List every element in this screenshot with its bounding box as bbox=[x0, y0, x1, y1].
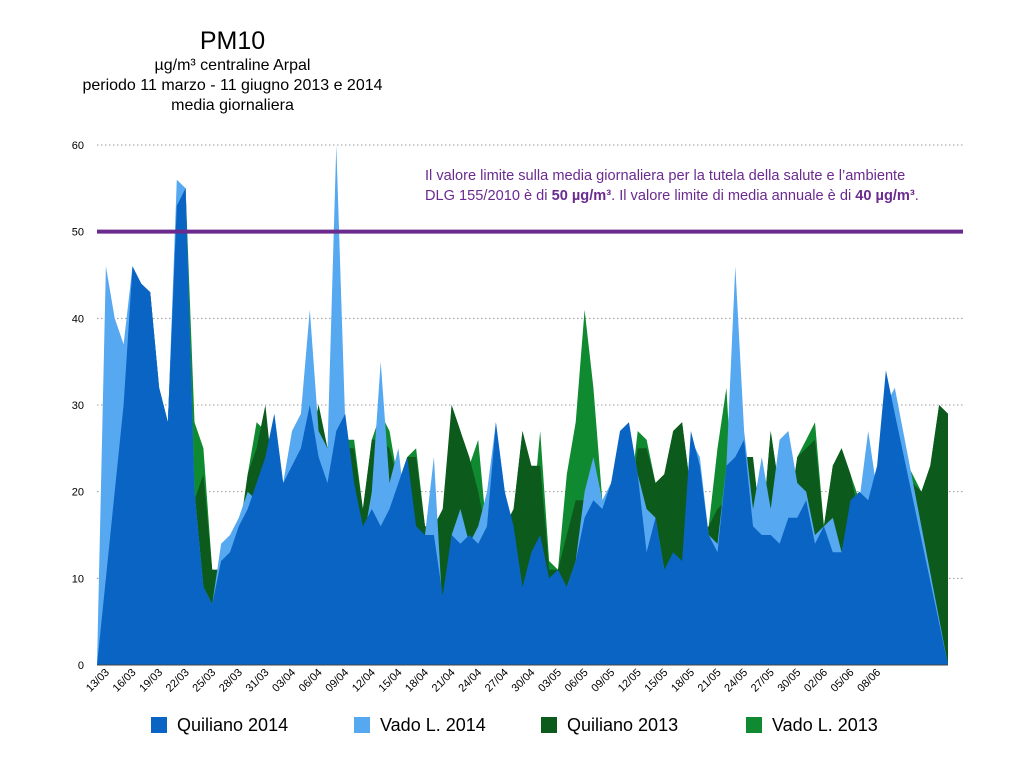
x-tick-label-02-06: 02/06 bbox=[802, 667, 830, 695]
x-tick-label-16-03: 16/03 bbox=[111, 667, 139, 695]
x-tick-label-27-04: 27/04 bbox=[483, 667, 511, 695]
y-tick-label-0: 0 bbox=[78, 660, 84, 672]
x-tick-label-24-05: 24/05 bbox=[722, 667, 750, 695]
legend-item-vado-2013: Vado L. 2013 bbox=[746, 712, 878, 738]
limit-note-daily-value: 50 µg/m³ bbox=[551, 188, 612, 204]
limit-note: Il valore limite sulla media giornaliera… bbox=[425, 166, 1015, 206]
y-tick-label-40: 40 bbox=[72, 313, 84, 325]
chart-title-block: PM10 µg/m³ centraline Arpal periodo 11 m… bbox=[40, 26, 425, 116]
x-tick-label-09-05: 09/05 bbox=[589, 667, 617, 695]
legend-item-vado-2014: Vado L. 2014 bbox=[354, 712, 486, 738]
x-tick-label-15-04: 15/04 bbox=[377, 667, 405, 695]
x-tick-label-31-03: 31/03 bbox=[244, 667, 272, 695]
legend-item-quiliano-2013: Quiliano 2013 bbox=[541, 712, 678, 738]
x-tick-label-25-03: 25/03 bbox=[190, 667, 218, 695]
x-tick-label-21-04: 21/04 bbox=[430, 667, 458, 695]
series-areas bbox=[97, 145, 948, 666]
limit-note-text-a: DLG 155/2010 è di bbox=[425, 188, 552, 204]
chart-subtitle-stat: media giornaliera bbox=[171, 97, 294, 114]
x-tick-label-22-03: 22/03 bbox=[164, 667, 192, 695]
y-tick-label-20: 20 bbox=[72, 487, 84, 499]
x-tick-label-13-03: 13/03 bbox=[84, 667, 112, 695]
legend-label-quiliano-2013: Quiliano 2013 bbox=[567, 714, 679, 735]
legend-label-quiliano-2014: Quiliano 2014 bbox=[177, 714, 289, 735]
y-tick-label-60: 60 bbox=[72, 140, 84, 152]
legend-swatch-quiliano-2013 bbox=[541, 717, 557, 733]
series-area-quiliano-2014 bbox=[97, 188, 948, 666]
chart-title: PM10 bbox=[199, 27, 266, 55]
limit-note-line1: Il valore limite sulla media giornaliera… bbox=[425, 168, 906, 184]
legend-swatch-quiliano-2014 bbox=[151, 717, 167, 733]
y-tick-label-30: 30 bbox=[72, 400, 84, 412]
legend-item-quiliano-2014: Quiliano 2014 bbox=[151, 712, 288, 738]
legend-swatch-vado-2014 bbox=[354, 717, 370, 733]
x-tick-label-03-04: 03/04 bbox=[270, 667, 298, 695]
x-tick-label-12-05: 12/05 bbox=[616, 667, 644, 695]
x-tick-label-12-04: 12/04 bbox=[350, 667, 378, 695]
x-tick-label-24-04: 24/04 bbox=[456, 667, 484, 695]
limit-note-line2: DLG 155/2010 è di 50 µg/m³. Il valore li… bbox=[425, 186, 1015, 206]
x-tick-label-06-05: 06/05 bbox=[563, 667, 591, 695]
x-tick-label-27-05: 27/05 bbox=[749, 667, 777, 695]
x-tick-label-18-05: 18/05 bbox=[669, 667, 697, 695]
limit-note-annual-value: 40 µg/m³ bbox=[855, 188, 915, 204]
x-tick-label-30-04: 30/04 bbox=[510, 667, 538, 695]
x-tick-label-18-04: 18/04 bbox=[403, 667, 431, 695]
legend-label-vado-2014: Vado L. 2014 bbox=[380, 714, 486, 735]
x-tick-labels: 13/0316/0319/0322/0325/0328/0331/0303/04… bbox=[84, 667, 883, 695]
chart-legend: Quiliano 2014 Vado L. 2014 Quiliano 2013… bbox=[143, 712, 1003, 738]
legend-label-vado-2013: Vado L. 2013 bbox=[772, 714, 878, 735]
x-tick-label-08-06: 08/06 bbox=[855, 667, 883, 695]
chart-subtitle-unit: µg/m³ centraline Arpal bbox=[154, 57, 311, 74]
y-tick-labels: 0 10 20 30 40 50 60 bbox=[72, 140, 84, 672]
x-tick-label-06-04: 06/04 bbox=[297, 667, 325, 695]
limit-note-text-e: . bbox=[914, 188, 919, 204]
x-tick-label-19-03: 19/03 bbox=[137, 667, 165, 695]
x-tick-label-05-06: 05/06 bbox=[829, 667, 857, 695]
x-tick-label-28-03: 28/03 bbox=[217, 667, 245, 695]
y-tick-label-50: 50 bbox=[72, 227, 84, 239]
x-tick-label-30-05: 30/05 bbox=[775, 667, 803, 695]
chart-subtitle-period: periodo 11 marzo - 11 giugno 2013 e 2014 bbox=[82, 77, 383, 94]
limit-note-text-c: . Il valore limite di media annuale è di bbox=[611, 188, 856, 204]
x-tick-label-09-04: 09/04 bbox=[323, 667, 351, 695]
x-tick-label-03-05: 03/05 bbox=[536, 667, 564, 695]
legend-swatch-vado-2013 bbox=[746, 717, 762, 733]
x-tick-label-15-05: 15/05 bbox=[643, 667, 671, 695]
x-tick-label-21-05: 21/05 bbox=[696, 667, 724, 695]
y-tick-label-10: 10 bbox=[72, 573, 84, 585]
